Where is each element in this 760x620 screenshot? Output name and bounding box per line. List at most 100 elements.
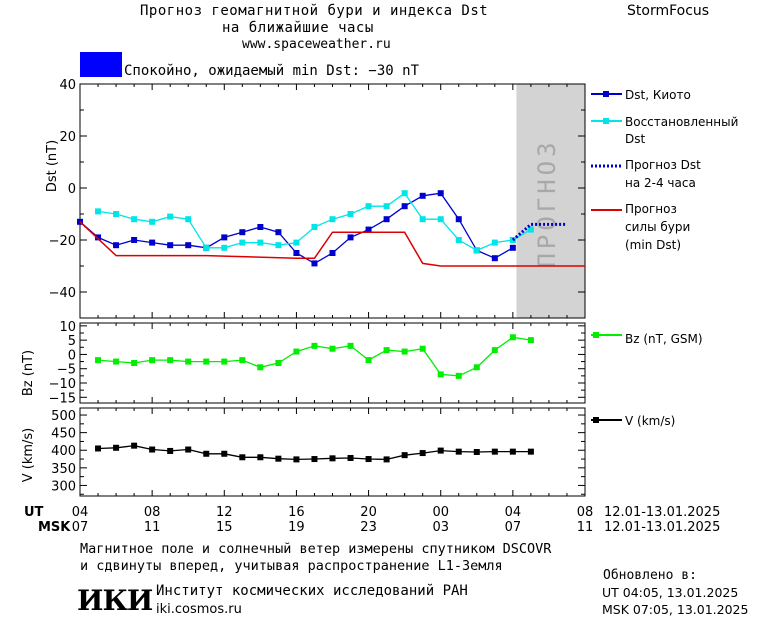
data-point-0-1-19 — [437, 216, 444, 223]
data-point-2-0-7 — [221, 450, 228, 457]
footer-note-line1: Магнитное поле и солнечный ветер измерен… — [80, 541, 552, 557]
legend-v: V (km/s) — [591, 414, 675, 428]
data-point-0-0-13 — [311, 260, 318, 267]
data-point-1-0-9 — [257, 364, 264, 371]
data-point-1-0-8 — [239, 357, 246, 364]
legend-storm-forecast: Прогноз силы бури (min Dst) — [591, 202, 690, 252]
data-point-2-0-3 — [149, 446, 156, 453]
data-point-0-0-9 — [239, 229, 246, 236]
page-subtitle: на ближайшие часы — [222, 20, 374, 36]
data-point-1-0-1 — [113, 358, 120, 365]
institute-name: Институт космических исследований РАН — [156, 583, 468, 599]
data-point-0-1-14 — [347, 211, 354, 217]
data-point-0-1-5 — [185, 216, 192, 223]
bz-axis-label: Bz (nT) — [21, 350, 36, 396]
y-tick-label-2-0: 500 — [51, 409, 76, 424]
msk-axis-label: MSK — [38, 520, 71, 535]
data-point-0-1-18 — [419, 216, 426, 223]
data-point-0-0-20 — [437, 190, 444, 197]
y-tick-label-1-2: 0 — [68, 348, 76, 363]
legend-dst-kyoto-label: Dst, Киото — [625, 88, 691, 102]
data-point-2-0-1 — [113, 444, 120, 451]
data-point-0-0-17 — [383, 216, 390, 223]
v-axis-label: V (km/s) — [21, 428, 36, 483]
data-point-2-0-21 — [473, 449, 480, 455]
data-point-1-0-11 — [293, 348, 300, 355]
data-point-1-0-10 — [275, 360, 282, 366]
legend-v-label: V (km/s) — [625, 414, 675, 428]
ut-tick-label-0: 04 — [72, 505, 89, 520]
data-point-0-1-2 — [131, 216, 138, 223]
data-point-2-0-12 — [311, 456, 318, 463]
website-link[interactable]: www.spaceweather.ru — [242, 37, 391, 52]
y-tick-label-2-4: 300 — [51, 479, 76, 494]
data-point-0-0-1 — [95, 234, 102, 241]
y-tick-label-2-3: 350 — [51, 462, 76, 477]
forecast-band — [516, 84, 585, 318]
data-point-1-0-24 — [527, 337, 534, 344]
data-point-0-1-13 — [329, 216, 336, 223]
y-tick-label-1-5: −15 — [49, 391, 76, 406]
data-point-2-0-10 — [275, 455, 282, 462]
msk-tick-label-4: 23 — [360, 520, 377, 535]
y-tick-label-0-1: 20 — [59, 130, 76, 145]
data-point-0-1-10 — [275, 242, 282, 249]
data-point-1-0-20 — [455, 372, 462, 379]
data-point-1-0-7 — [221, 358, 228, 365]
data-point-2-0-13 — [329, 455, 336, 462]
data-point-0-0-15 — [347, 234, 354, 241]
legend-bz: Bz (nT, GSM) — [591, 332, 703, 346]
data-point-2-0-5 — [185, 446, 192, 453]
data-point-2-0-16 — [383, 456, 390, 463]
data-point-0-1-23 — [509, 237, 516, 243]
legend-bz-label: Bz (nT, GSM) — [625, 332, 703, 346]
data-point-0-1-3 — [149, 218, 156, 225]
data-point-0-0-3 — [131, 237, 138, 243]
data-point-2-0-8 — [239, 454, 246, 461]
msk-tick-label-2: 15 — [216, 520, 233, 535]
y-tick-label-0-2: 0 — [68, 182, 76, 197]
legend-storm-label-1: Прогноз — [625, 202, 677, 216]
legend-storm-label-2: силы бури — [625, 220, 690, 234]
data-point-0-0-24 — [509, 244, 516, 251]
data-point-2-0-23 — [509, 448, 516, 455]
data-point-0-1-11 — [293, 239, 300, 246]
data-point-0-0-12 — [293, 250, 300, 256]
data-point-0-1-21 — [473, 247, 480, 254]
iki-logo: ИКИ — [77, 584, 153, 617]
forecast-band-label: ПРОГНОЗ — [533, 138, 561, 267]
legend-dst-restored: Восстановленный Dst — [591, 115, 738, 146]
data-point-0-0-8 — [221, 234, 228, 241]
data-point-1-0-0 — [95, 357, 102, 364]
data-point-1-0-18 — [419, 345, 426, 352]
data-point-1-0-22 — [491, 347, 498, 354]
data-point-0-0-2 — [113, 242, 120, 249]
data-point-1-0-15 — [365, 357, 372, 364]
institute-url[interactable]: iki.cosmos.ru — [156, 602, 242, 617]
data-point-0-1-7 — [221, 244, 228, 251]
data-point-0-1-12 — [311, 224, 318, 230]
legend-storm-label-3: (min Dst) — [625, 238, 681, 252]
updated-msk: MSK 07:05, 13.01.2025 — [602, 602, 749, 617]
data-point-0-0-14 — [329, 250, 336, 256]
legend-dst-restored-label-1: Восстановленный — [625, 115, 738, 129]
data-point-2-0-19 — [437, 447, 444, 454]
data-point-2-0-20 — [455, 448, 462, 455]
data-point-2-0-4 — [167, 447, 174, 454]
y-tick-label-1-3: −5 — [57, 363, 76, 378]
ut-tick-label-1: 08 — [144, 505, 161, 520]
msk-date-range: 12.01-13.01.2025 — [604, 520, 720, 535]
y-tick-label-1-1: 5 — [68, 334, 76, 349]
legend-forecast-label-2: на 2-4 часа — [625, 176, 696, 190]
msk-tick-label-0: 07 — [72, 520, 89, 535]
data-point-1-0-19 — [437, 371, 444, 378]
data-point-0-1-16 — [383, 203, 390, 210]
data-point-0-0-4 — [149, 239, 156, 246]
data-point-0-0-11 — [275, 229, 282, 236]
data-point-2-0-11 — [293, 456, 300, 463]
y-tick-label-0-3: −20 — [49, 234, 76, 249]
y-tick-label-0-4: −40 — [49, 286, 76, 301]
data-point-1-0-23 — [509, 334, 516, 341]
data-point-0-0-5 — [167, 242, 174, 249]
ut-tick-label-4: 20 — [360, 505, 377, 520]
